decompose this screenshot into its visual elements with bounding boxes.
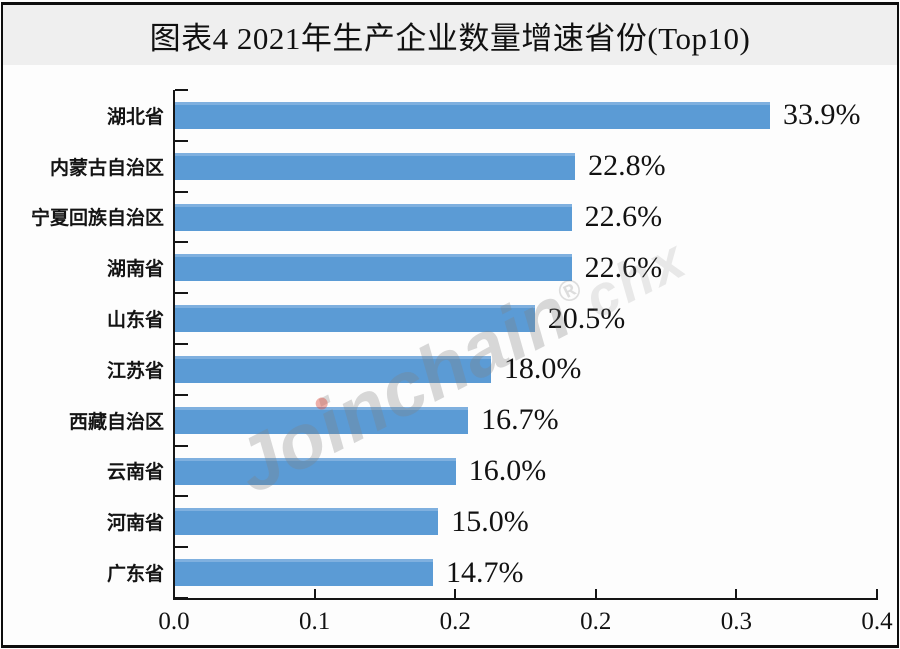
x-axis-tick: [173, 589, 175, 598]
value-label: 18.0%: [503, 352, 582, 386]
bar: [175, 406, 469, 434]
y-axis-tick: [175, 444, 188, 447]
chart-title: 图表4 2021年生产企业数量增速省份(Top10): [149, 20, 751, 56]
category-label: 河南省: [106, 513, 164, 535]
y-axis-tick: [175, 597, 188, 599]
bar: [175, 457, 456, 485]
category-label: 山东省: [106, 310, 164, 332]
y-axis-tick: [175, 343, 188, 345]
bar: [175, 102, 770, 129]
y-axis-tick: [175, 241, 188, 244]
y-axis-tick: [175, 139, 188, 142]
bar: [175, 203, 572, 231]
y-axis-tick: [175, 190, 188, 193]
y-axis-tick: [175, 292, 188, 295]
title-band: 图表4 2021年生产企业数量增速省份(Top10): [3, 5, 897, 65]
bar: [175, 356, 491, 383]
value-label: 16.0%: [468, 453, 547, 487]
y-axis-tick: [175, 89, 188, 91]
category-label: 湖南省: [106, 259, 164, 281]
y-axis-tick: [175, 546, 188, 549]
x-axis-tick: [876, 589, 878, 598]
category-label: 广东省: [106, 564, 164, 586]
bar: [175, 152, 576, 180]
category-label: 湖北省: [106, 106, 164, 128]
value-label: 15.0%: [451, 504, 529, 538]
value-label: 16.7%: [481, 403, 559, 437]
y-axis: [173, 90, 175, 600]
value-label: 20.5%: [547, 301, 626, 335]
bar: [175, 508, 439, 536]
y-axis-tick: [175, 495, 188, 498]
category-label: 内蒙古自治区: [49, 157, 164, 179]
y-axis-tick: [175, 393, 188, 396]
x-axis-tick: [313, 589, 316, 598]
x-axis-tick: [594, 589, 597, 598]
value-label: 14.7%: [445, 555, 524, 589]
x-tick-label: 0.4: [861, 608, 893, 635]
category-label: 宁夏回族自治区: [30, 208, 164, 230]
x-tick-label: 0.2: [439, 608, 471, 635]
x-axis: [173, 598, 878, 600]
value-label: 22.6%: [584, 199, 663, 233]
x-tick-label: 0.0: [158, 608, 190, 635]
category-label: 云南省: [106, 462, 164, 484]
bar: [175, 254, 572, 282]
x-axis-tick: [454, 589, 457, 598]
value-label: 22.6%: [584, 250, 663, 284]
category-label: 西藏自治区: [68, 411, 164, 433]
category-label: 江苏省: [106, 360, 164, 382]
value-label: 33.9%: [782, 98, 861, 132]
bar: [175, 559, 433, 587]
bar: [175, 305, 535, 333]
value-label: 22.8%: [588, 149, 666, 183]
x-tick-label: 0.2: [580, 608, 612, 635]
x-axis-tick: [735, 589, 738, 598]
x-tick-label: 0.3: [720, 608, 753, 635]
x-tick-label: 0.1: [298, 608, 331, 635]
